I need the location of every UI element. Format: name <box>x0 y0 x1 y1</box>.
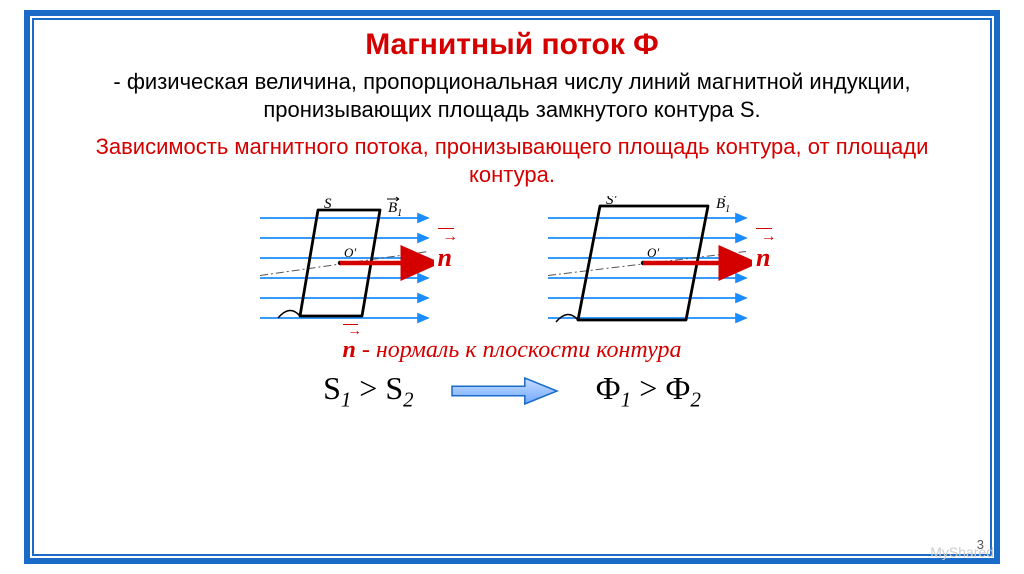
svg-text:B1: B1 <box>388 200 402 219</box>
diagram-left: S B1 O′ <box>254 196 434 331</box>
diagram-left-wrap: S B1 O′ →n <box>254 196 452 331</box>
svg-text:O′: O′ <box>344 245 356 260</box>
definition-text: - физическая величина, пропорциональная … <box>54 68 970 123</box>
normal-caption: →n - нормаль к плоскости контура <box>54 337 970 364</box>
n-vector-label-right: →n <box>756 243 770 273</box>
svg-text:S: S <box>324 196 332 212</box>
n-vector-label-left: →n <box>438 243 452 273</box>
inequality-Phi: Ф1 > Ф2 <box>596 370 701 412</box>
slide-inner-frame: Магнитный поток Ф - физическая величина,… <box>32 18 992 556</box>
inequality-S: S1 > S2 <box>323 370 413 412</box>
diagram-right-wrap: S' B1 O′ →n <box>542 196 770 331</box>
subheading-text: Зависимость магнитного потока, пронизыва… <box>54 133 970 188</box>
svg-text:B1: B1 <box>716 196 730 215</box>
implies-arrow-icon <box>450 374 560 408</box>
diagram-right: S' B1 O′ <box>542 196 752 331</box>
svg-text:S': S' <box>606 196 618 208</box>
inequality-row: S1 > S2 Ф1 > Ф2 <box>54 370 970 412</box>
slide-title: Магнитный поток Ф <box>54 28 970 62</box>
svg-text:O′: O′ <box>647 245 659 260</box>
diagram-row: S B1 O′ →n S' B1 O′ →n <box>54 196 970 331</box>
watermark: MyShared <box>930 544 994 560</box>
slide-outer-frame: Магнитный поток Ф - физическая величина,… <box>24 10 1000 564</box>
